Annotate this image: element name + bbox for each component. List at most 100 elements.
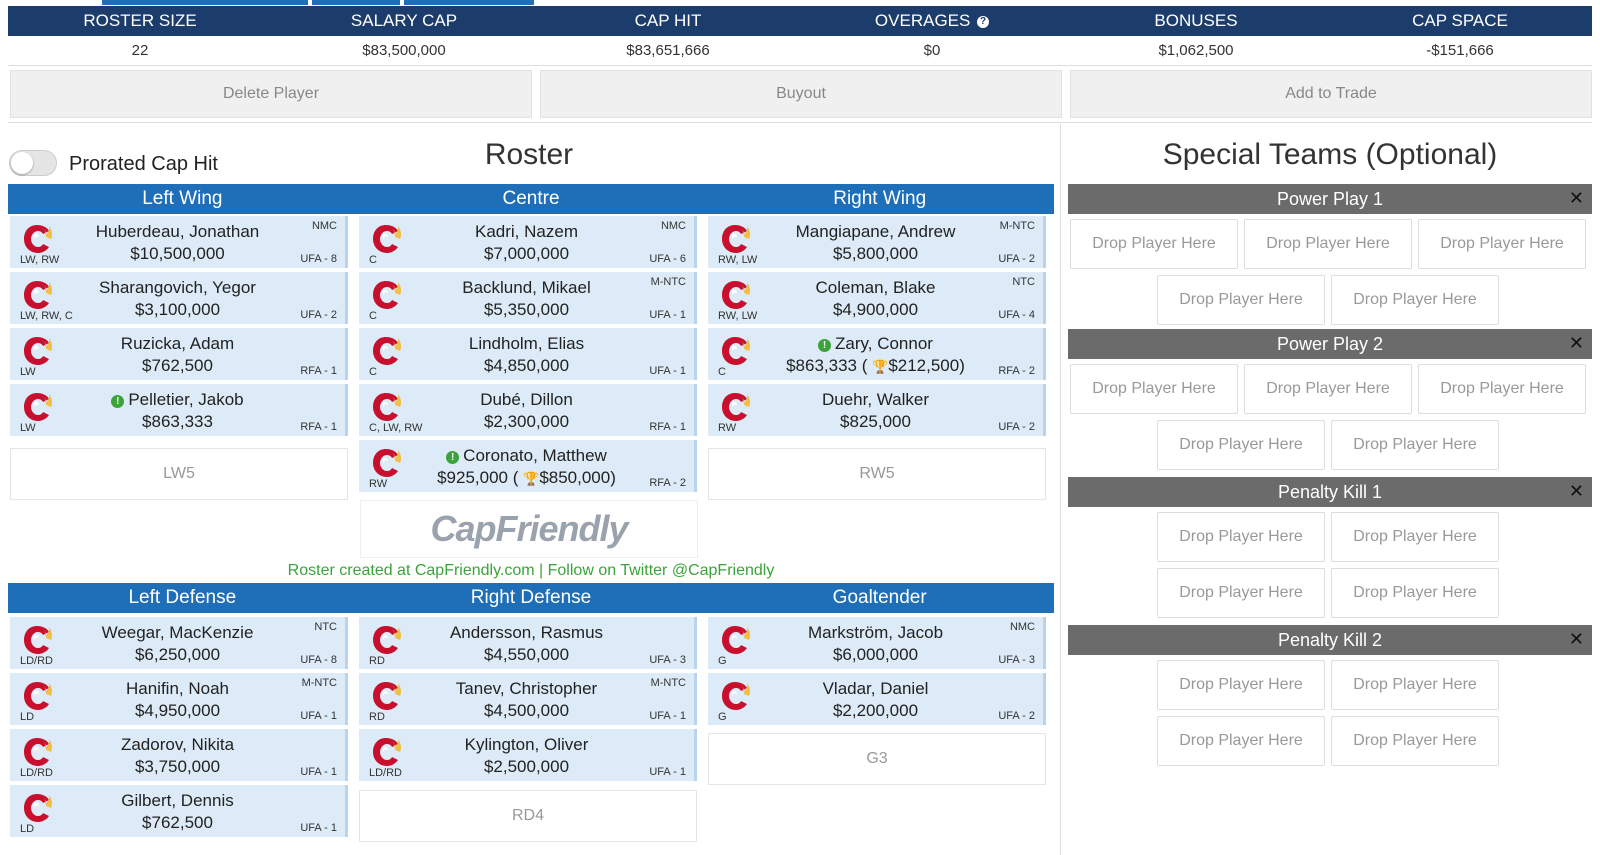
player-card[interactable]: LW RFA - 1 Ruzicka, Adam $762,500 <box>10 328 348 380</box>
special-team-header: Power Play 2 ✕ <box>1068 329 1592 359</box>
player-name[interactable]: Duehr, Walker <box>821 390 930 409</box>
player-name[interactable]: Hanifin, Noah <box>125 679 229 698</box>
player-card[interactable]: LD/RD UFA - 1 Zadorov, Nikita $3,750,000 <box>10 729 348 781</box>
drop-player-slot[interactable]: Drop Player Here <box>1331 660 1499 710</box>
player-positions: RW <box>369 478 388 490</box>
player-card[interactable]: C, LW, RW RFA - 1 Dubé, Dillon $2,300,000 <box>359 384 697 436</box>
player-name[interactable]: Gilbert, Dennis <box>121 791 234 810</box>
player-card[interactable]: LD/RD UFA - 1 Kylington, Oliver $2,500,000 <box>359 729 697 781</box>
player-cap-hit: $7,000,000 <box>483 244 570 263</box>
info-icon[interactable]: ! <box>111 395 125 408</box>
drop-player-slot[interactable]: Drop Player Here <box>1070 219 1238 269</box>
player-card[interactable]: G UFA - 2 Vladar, Daniel $2,200,000 <box>708 673 1046 725</box>
divider <box>8 122 1592 123</box>
buyout-button[interactable]: Buyout <box>540 70 1062 118</box>
close-icon[interactable]: ✕ <box>1568 481 1584 501</box>
player-card[interactable]: RD UFA - 3 Andersson, Rasmus $4,550,000 <box>359 617 697 669</box>
player-name[interactable]: Lindholm, Elias <box>468 334 585 353</box>
player-card[interactable]: C RFA - 2 ! Zary, Connor $863,333 ( 🏆$212,50… <box>708 328 1046 380</box>
player-name[interactable]: Markström, Jacob <box>807 623 944 642</box>
drop-player-slot[interactable]: Drop Player Here <box>1157 420 1325 470</box>
player-name[interactable]: ! Pelletier, Jakob <box>10 390 345 410</box>
empty-slot-lw5[interactable]: LW5 <box>10 448 348 500</box>
player-card[interactable]: RW UFA - 2 Duehr, Walker $825,000 <box>708 384 1046 436</box>
close-icon[interactable]: ✕ <box>1568 188 1584 208</box>
player-name[interactable]: Kadri, Nazem <box>475 222 578 241</box>
drop-player-slot[interactable]: Drop Player Here <box>1157 716 1325 766</box>
player-cap-hit: $2,500,000 <box>483 757 570 776</box>
player-cap-hit: $3,750,000 <box>134 757 221 776</box>
player-contract-status: UFA - 8 <box>300 253 337 265</box>
player-positions: RW <box>718 422 737 434</box>
player-name[interactable]: Andersson, Rasmus <box>449 623 604 642</box>
player-name[interactable]: Tanev, Christopher <box>455 679 598 698</box>
flames-logo-icon <box>20 390 54 424</box>
drop-player-slot[interactable]: Drop Player Here <box>1331 512 1499 562</box>
drop-player-slot[interactable]: Drop Player Here <box>1331 568 1499 618</box>
player-card[interactable]: RD M-NTC UFA - 1 Tanev, Christopher $4,500,0… <box>359 673 697 725</box>
empty-slot-rw5[interactable]: RW5 <box>708 448 1046 500</box>
player-name[interactable]: Dubé, Dillon <box>480 390 573 409</box>
player-card[interactable]: LW RFA - 1 ! Pelletier, Jakob $863,333 <box>10 384 348 436</box>
drop-player-slot[interactable]: Drop Player Here <box>1244 364 1412 414</box>
player-card[interactable]: LD/RD NTC UFA - 8 Weegar, MacKenzie $6,250,0… <box>10 617 348 669</box>
player-contract-status: UFA - 1 <box>300 710 337 722</box>
drop-player-slot[interactable]: Drop Player Here <box>1157 512 1325 562</box>
player-name[interactable]: Weegar, MacKenzie <box>101 623 254 642</box>
player-card[interactable]: LW, RW NMC UFA - 8 Huberdeau, Jonathan $10,5… <box>10 216 348 268</box>
player-name[interactable]: ! Zary, Connor <box>708 334 1043 354</box>
player-card[interactable]: G NMC UFA - 3 Markström, Jacob $6,000,000 <box>708 617 1046 669</box>
player-name[interactable]: Backlund, Mikael <box>462 278 591 297</box>
add-to-trade-button[interactable]: Add to Trade <box>1070 70 1592 118</box>
player-card[interactable]: C UFA - 1 Lindholm, Elias $4,850,000 <box>359 328 697 380</box>
close-icon[interactable]: ✕ <box>1568 629 1584 649</box>
player-name[interactable]: Ruzicka, Adam <box>120 334 235 353</box>
player-positions: G <box>718 711 727 723</box>
player-positions: LD/RD <box>20 767 54 779</box>
player-card[interactable]: LD M-NTC UFA - 1 Hanifin, Noah $4,950,000 <box>10 673 348 725</box>
player-name[interactable]: Coleman, Blake <box>815 278 936 297</box>
player-name[interactable]: Zadorov, Nikita <box>120 735 235 754</box>
player-card[interactable]: C NMC UFA - 6 Kadri, Nazem $7,000,000 <box>359 216 697 268</box>
drop-player-slot[interactable]: Drop Player Here <box>1157 275 1325 325</box>
player-card[interactable]: LD UFA - 1 Gilbert, Dennis $762,500 <box>10 785 348 837</box>
player-contract-status: UFA - 1 <box>649 710 686 722</box>
player-card[interactable]: RW RFA - 2 ! Coronato, Matthew $925,000 ( 🏆$… <box>359 440 697 492</box>
drop-player-slot[interactable]: Drop Player Here <box>1331 275 1499 325</box>
info-icon[interactable]: ! <box>446 451 460 464</box>
player-name[interactable]: Mangiapane, Andrew <box>795 222 956 241</box>
help-icon[interactable]: ? <box>977 16 990 28</box>
drop-player-slot[interactable]: Drop Player Here <box>1418 219 1586 269</box>
empty-slot-g3[interactable]: G3 <box>708 733 1046 785</box>
flames-logo-icon <box>718 679 752 713</box>
drop-player-slot[interactable]: Drop Player Here <box>1157 568 1325 618</box>
player-name[interactable]: ! Coronato, Matthew <box>359 446 694 466</box>
player-name[interactable]: Huberdeau, Jonathan <box>95 222 260 241</box>
drop-player-slot[interactable]: Drop Player Here <box>1244 219 1412 269</box>
drop-player-slot[interactable]: Drop Player Here <box>1157 660 1325 710</box>
cap-summary: ROSTER SIZE SALARY CAP CAP HIT OVERAGES … <box>8 6 1592 66</box>
player-cap-hit: $2,200,000 <box>832 701 919 720</box>
empty-slot-rd4[interactable]: RD4 <box>359 790 697 842</box>
drop-player-slot[interactable]: Drop Player Here <box>1418 364 1586 414</box>
divider <box>1060 124 1061 855</box>
player-contract-status: RFA - 2 <box>649 477 686 489</box>
salary-cap-value: $83,500,000 <box>362 42 446 59</box>
brand-credit-line[interactable]: Roster created at CapFriendly.com | Foll… <box>287 562 775 579</box>
player-card[interactable]: LW, RW, C UFA - 2 Sharangovich, Yegor $3,10… <box>10 272 348 324</box>
player-card[interactable]: RW, LW NTC UFA - 4 Coleman, Blake $4,900,000 <box>708 272 1046 324</box>
delete-player-button[interactable]: Delete Player <box>10 70 532 118</box>
player-name[interactable]: Vladar, Daniel <box>822 679 929 698</box>
prorated-cap-hit-toggle[interactable] <box>9 150 57 176</box>
info-icon[interactable]: ! <box>818 339 832 352</box>
drop-player-slot[interactable]: Drop Player Here <box>1070 364 1238 414</box>
drop-player-slot[interactable]: Drop Player Here <box>1331 420 1499 470</box>
drop-player-slot[interactable]: Drop Player Here <box>1331 716 1499 766</box>
summary-header-salary-cap: SALARY CAP <box>350 11 458 30</box>
player-cap-hit: $762,500 <box>142 356 213 375</box>
player-name[interactable]: Kylington, Oliver <box>464 735 589 754</box>
player-card[interactable]: RW, LW M-NTC UFA - 2 Mangiapane, Andrew $5,8… <box>708 216 1046 268</box>
player-name[interactable]: Sharangovich, Yegor <box>99 278 256 297</box>
close-icon[interactable]: ✕ <box>1568 333 1584 353</box>
player-card[interactable]: C M-NTC UFA - 1 Backlund, Mikael $5,350,000 <box>359 272 697 324</box>
